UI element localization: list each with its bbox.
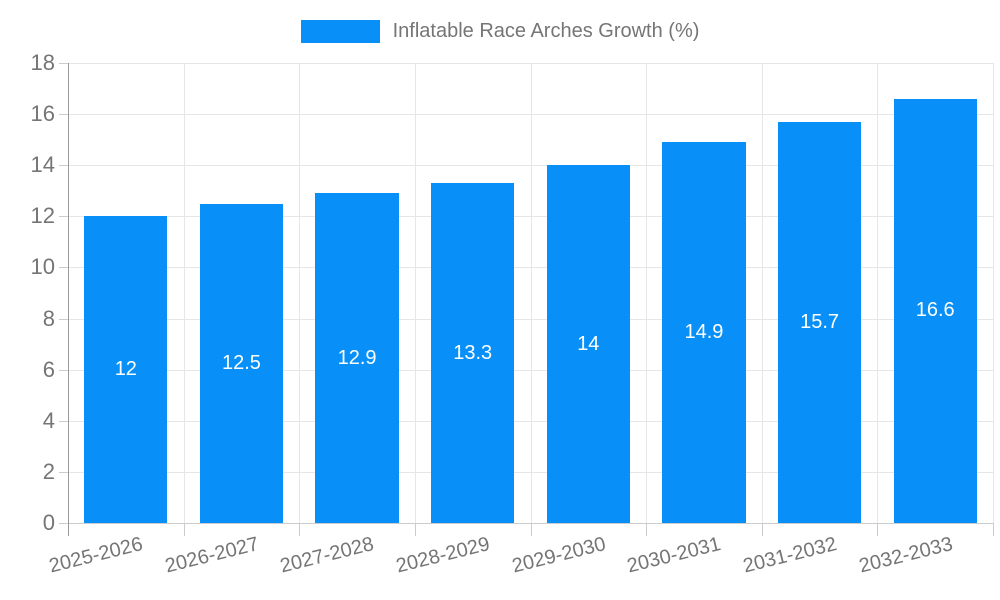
gridline-horizontal (68, 523, 993, 524)
y-axis-tick (59, 523, 68, 524)
x-axis-label: 2027-2028 (278, 533, 377, 578)
x-axis-label: 2031-2032 (740, 533, 839, 578)
x-axis-label: 2030-2031 (625, 533, 724, 578)
bar: 12.9 (315, 193, 399, 523)
bar-value-label: 14 (577, 332, 600, 355)
x-axis-tick (183, 523, 185, 536)
y-axis-tick (59, 267, 68, 269)
gridline-horizontal (68, 63, 993, 64)
x-axis-tick (414, 523, 416, 536)
y-axis-tick (59, 63, 68, 64)
gridline-vertical (877, 63, 879, 523)
x-axis-tick (761, 523, 763, 536)
gridline-horizontal (68, 318, 993, 320)
bar-value-label: 14.9 (684, 321, 724, 344)
gridline-horizontal (68, 216, 993, 218)
x-axis-tick (646, 523, 648, 536)
bar-value-label: 12.9 (337, 346, 377, 369)
gridline-vertical (414, 63, 416, 523)
x-axis-label: 2032-2033 (856, 533, 955, 578)
y-axis-label: 8 (42, 305, 55, 331)
bar: 13.3 (431, 183, 515, 523)
x-axis-label: 2029-2030 (509, 533, 608, 578)
gridline-horizontal (68, 267, 993, 269)
bar-value-label: 13.3 (453, 341, 493, 364)
y-axis-label: 12 (30, 203, 55, 229)
gridline-horizontal (68, 420, 993, 422)
x-axis-tick (877, 523, 879, 536)
y-axis-tick (59, 318, 68, 320)
y-axis-tick (59, 471, 68, 473)
gridline-horizontal (68, 114, 993, 116)
y-axis-label: 0 (42, 510, 55, 535)
bar-value-label: 16.6 (915, 299, 955, 322)
y-axis-label: 2 (42, 458, 55, 484)
y-axis-tick (59, 165, 68, 167)
bar: 16.6 (893, 98, 977, 523)
bar-value-label: 15.7 (800, 310, 840, 333)
bar: 14 (546, 165, 630, 523)
gridline-vertical (993, 63, 994, 523)
bar-value-label: 12 (114, 358, 137, 381)
x-axis-tick (299, 523, 301, 536)
x-axis-tick (993, 523, 994, 536)
y-axis-tick (59, 420, 68, 422)
x-axis-label: 2026-2027 (162, 533, 261, 578)
gridline-horizontal (68, 165, 993, 167)
legend[interactable]: Inflatable Race Arches Growth (%) (0, 20, 1000, 43)
y-axis-tick (59, 369, 68, 371)
bar: 12 (84, 216, 168, 523)
bar-value-label: 12.5 (221, 351, 261, 374)
y-axis-label: 6 (42, 356, 55, 382)
y-axis-tick (59, 216, 68, 218)
y-axis-label: 4 (42, 407, 55, 433)
x-axis-label: 2028-2029 (393, 533, 493, 578)
y-axis-label: 18 (30, 50, 55, 75)
y-axis-tick (59, 114, 68, 116)
y-axis-line (68, 63, 69, 536)
plot-area: 0 2 4 6 8 10 12 14 16 18 12 2025-2026 12.5 2026-2027 1… (31, 50, 994, 577)
gridline-horizontal (68, 369, 993, 371)
y-axis-label: 14 (30, 152, 55, 178)
bar: 15.7 (777, 121, 862, 523)
gridline-vertical (530, 63, 532, 523)
y-axis-label: 16 (30, 101, 55, 127)
gridline-vertical (761, 63, 763, 523)
bar: 12.5 (199, 203, 284, 523)
gridline-horizontal (68, 471, 993, 473)
gridline-vertical (299, 63, 301, 523)
x-axis-tick (530, 523, 532, 536)
y-axis-label: 10 (30, 254, 55, 280)
gridline-vertical (183, 63, 185, 523)
gridline-vertical (646, 63, 648, 523)
x-axis-label: 2025-2026 (46, 533, 146, 578)
legend-swatch[interactable] (300, 20, 380, 43)
legend-label[interactable]: Inflatable Race Arches Growth (%) (392, 20, 700, 42)
bar: 14.9 (662, 142, 746, 523)
